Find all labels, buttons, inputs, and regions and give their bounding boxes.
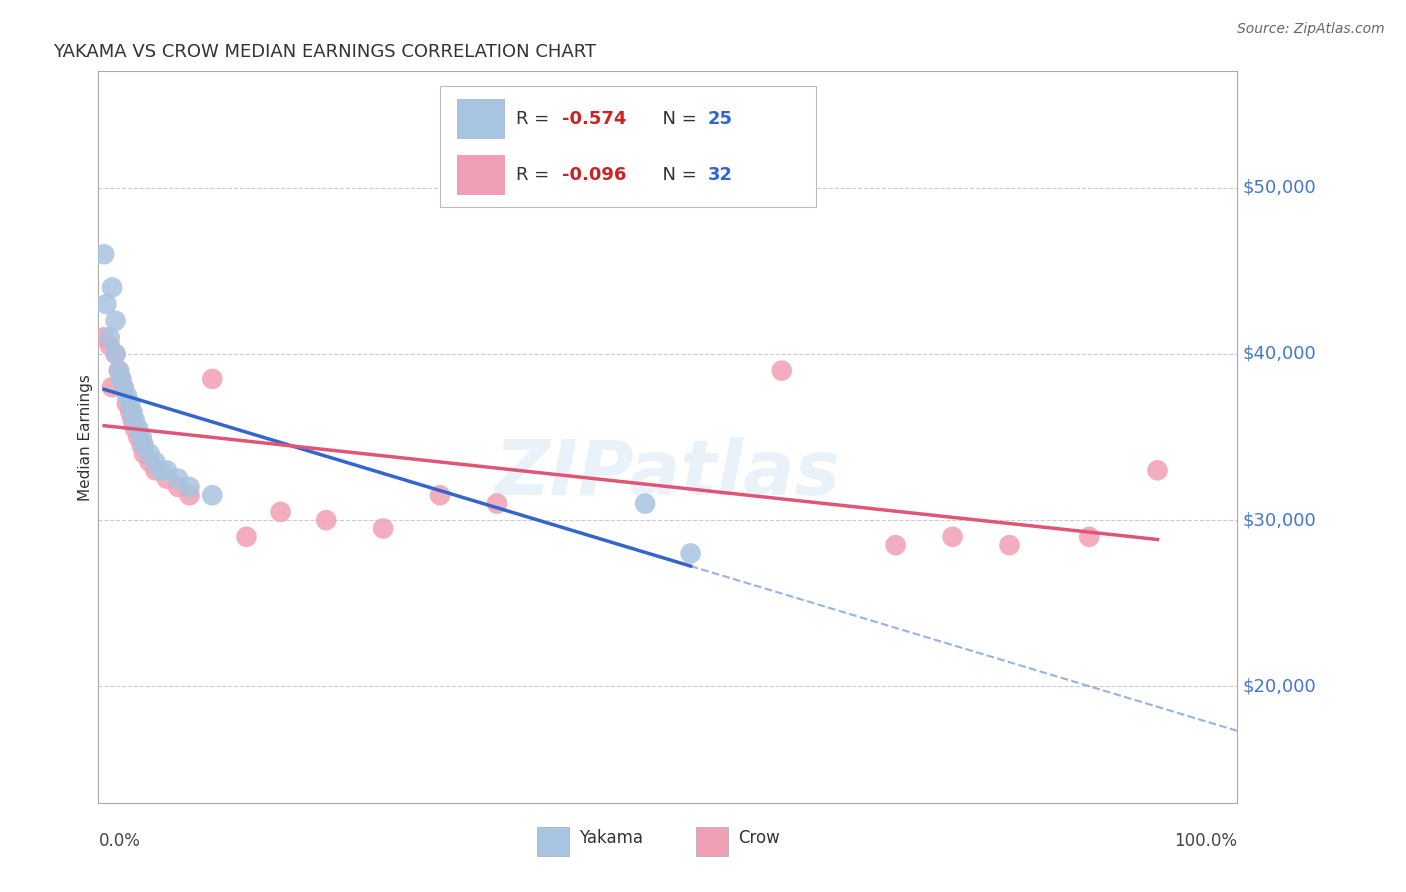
Point [131,438,153,452]
Text: R =: R = [516,166,555,184]
Text: -0.574: -0.574 [562,110,626,128]
Point [156,472,179,486]
Text: N =: N = [651,110,702,128]
Point [96,297,118,311]
Point [167,472,190,486]
Point [93,247,115,261]
Point [138,447,160,461]
Point [884,538,907,552]
Point [315,513,337,527]
Point [124,413,146,427]
Point [486,497,509,511]
Point [270,505,292,519]
Point [104,347,127,361]
Point [131,430,153,444]
Point [942,530,965,544]
Point [101,380,124,394]
Bar [696,827,728,856]
Point [127,422,149,436]
Point [145,463,167,477]
Text: $20,000: $20,000 [1243,677,1317,696]
Point [138,455,160,469]
Point [998,538,1021,552]
Point [120,397,142,411]
Text: ZIPatlas: ZIPatlas [495,437,841,510]
FancyBboxPatch shape [440,86,815,207]
Bar [537,827,569,856]
Point [132,447,155,461]
Point [167,480,190,494]
Point [98,338,121,352]
Text: YAKAMA VS CROW MEDIAN EARNINGS CORRELATION CHART: YAKAMA VS CROW MEDIAN EARNINGS CORRELATI… [53,44,596,62]
Point [121,405,143,419]
Point [150,463,173,477]
Text: R =: R = [516,110,555,128]
Point [120,405,142,419]
Point [634,497,657,511]
Text: 25: 25 [707,110,733,128]
Point [104,347,127,361]
Point [98,330,121,344]
Text: 0.0%: 0.0% [98,832,141,850]
Point [93,330,115,344]
Point [179,488,201,502]
Text: 32: 32 [707,166,733,184]
Text: -0.096: -0.096 [562,166,626,184]
Point [371,521,394,535]
Point [110,372,132,386]
Point [110,372,132,386]
Point [201,488,224,502]
Point [1078,530,1101,544]
Point [108,363,131,377]
Point [179,480,201,494]
Point [235,530,257,544]
Y-axis label: Median Earnings: Median Earnings [77,374,93,500]
Point [121,413,143,427]
Point [201,372,224,386]
Point [101,280,124,294]
Bar [457,99,505,139]
Point [112,380,135,394]
Point [770,363,793,377]
Text: $40,000: $40,000 [1243,345,1317,363]
Text: Yakama: Yakama [579,829,643,847]
Bar [457,154,505,194]
Text: Source: ZipAtlas.com: Source: ZipAtlas.com [1237,22,1385,37]
Point [132,438,155,452]
Point [156,463,179,477]
Point [429,488,451,502]
Text: Crow: Crow [738,829,780,847]
Point [679,546,702,560]
Point [112,380,135,394]
Point [115,388,138,402]
Text: 100.0%: 100.0% [1174,832,1237,850]
Point [1146,463,1168,477]
Text: $50,000: $50,000 [1243,178,1317,197]
Point [145,455,167,469]
Point [108,363,131,377]
Text: N =: N = [651,166,702,184]
Point [115,397,138,411]
Text: $30,000: $30,000 [1243,511,1317,529]
Point [104,314,127,328]
Point [124,422,146,436]
Point [127,430,149,444]
